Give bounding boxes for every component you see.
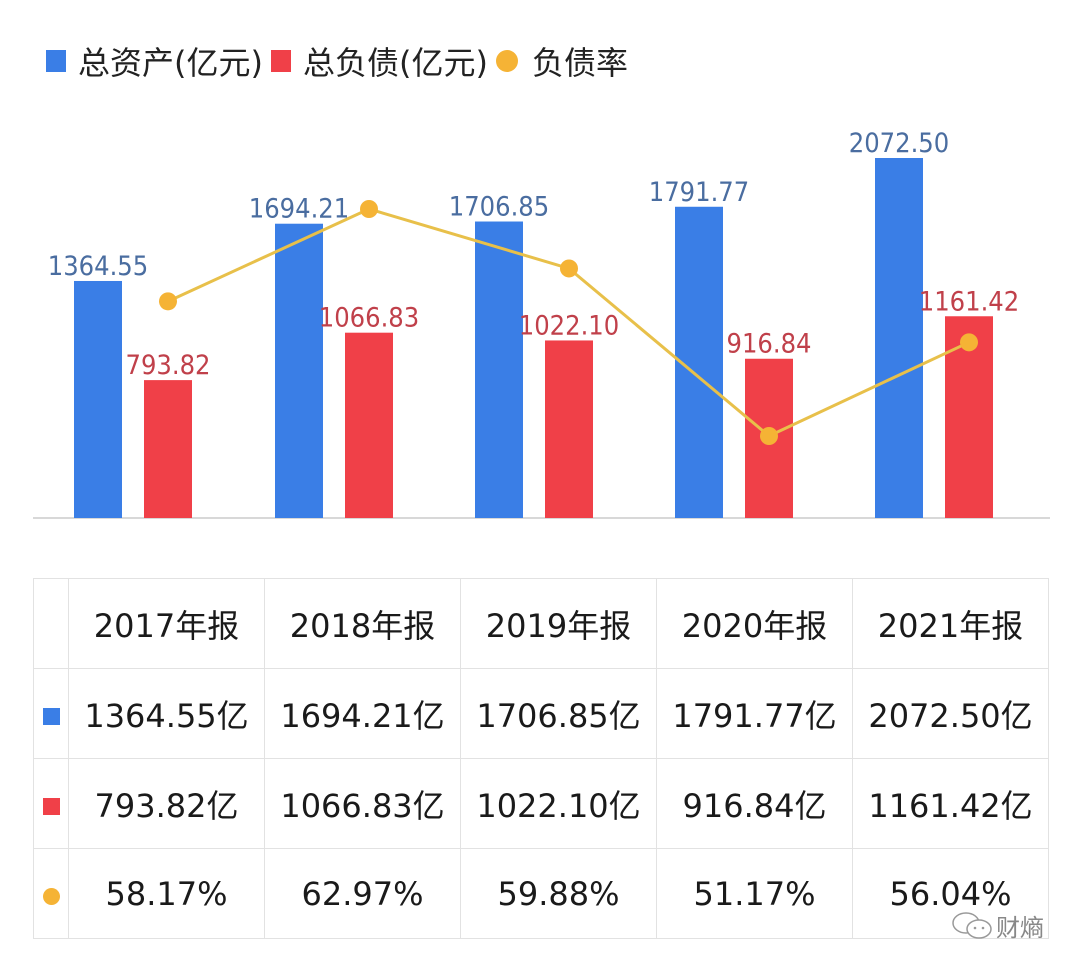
- table-cell: 1022.10亿: [460, 758, 657, 849]
- chart-legend: 总资产(亿元) 总负债(亿元) 负债率: [46, 38, 636, 84]
- table-header: 2020年报: [656, 578, 853, 669]
- legend-item-rate: 负债率: [495, 38, 628, 84]
- data-label-assets: 1706.85: [449, 192, 549, 223]
- rate-point: [760, 427, 778, 445]
- rate-point: [159, 292, 177, 311]
- bar-assets: [875, 158, 923, 518]
- wechat-icon: [952, 911, 992, 939]
- bar-assets: [475, 221, 523, 519]
- table-header-row: 2017年报 2018年报 2019年报 2020年报 2021年报: [33, 578, 1049, 669]
- data-label-liabilities: 1066.83: [319, 303, 419, 334]
- data-label-liabilities: 1161.42: [919, 286, 1019, 317]
- legend-label-rate: 负债率: [531, 44, 628, 82]
- table-header: 2018年报: [264, 578, 461, 669]
- legend-item-assets: 总资产(亿元): [46, 38, 263, 84]
- table-header: 2017年报: [68, 578, 265, 669]
- table-header: 2019年报: [460, 578, 657, 669]
- bar-liabilities: [345, 332, 393, 518]
- bar-line-chart: 1364.55 793.82 1694.21 1066.83 1706.85 1022.1…: [33, 128, 1050, 519]
- rate-point: [960, 333, 978, 352]
- legend-dot-rate: [495, 50, 518, 72]
- table-header: 2021年报: [852, 578, 1049, 669]
- bar-assets: [275, 223, 323, 518]
- table-cell: 62.97%: [264, 848, 461, 939]
- row-marker-cell: [33, 848, 69, 939]
- table-row-liabilities: 793.82亿 1066.83亿 1022.10亿 916.84亿 1161.4…: [33, 758, 1049, 849]
- table-corner: [33, 578, 69, 669]
- data-label-assets: 1791.77: [649, 177, 749, 208]
- table-cell: 2072.50亿: [852, 668, 1049, 759]
- data-label-liabilities: 916.84: [727, 329, 812, 360]
- table-cell: 1364.55亿: [68, 668, 265, 759]
- watermark: 财熵: [948, 908, 1044, 943]
- table-cell: 51.17%: [656, 848, 853, 939]
- table-cell: 916.84亿: [656, 758, 853, 849]
- table-cell: 1161.42亿: [852, 758, 1049, 849]
- bar-liabilities: [545, 340, 593, 518]
- rate-point: [360, 200, 378, 218]
- legend-item-liabilities: 总负债(亿元): [270, 38, 488, 84]
- table-cell: 56.04%: [852, 848, 1049, 939]
- watermark-text: 财熵: [996, 914, 1044, 942]
- table-row-assets: 1364.55亿 1694.21亿 1706.85亿 1791.77亿 2072…: [33, 668, 1049, 759]
- data-table: 2017年报 2018年报 2019年报 2020年报 2021年报 1364.…: [33, 578, 1049, 939]
- rate-marker-icon: [42, 887, 60, 905]
- table-row-rate: 58.17% 62.97% 59.88% 51.17% 56.04%: [33, 848, 1049, 939]
- liabilities-marker-icon: [42, 797, 60, 815]
- row-marker-cell: [33, 668, 69, 759]
- data-label-liabilities: 1022.10: [519, 310, 619, 341]
- row-marker-cell: [33, 758, 69, 849]
- table-cell: 1694.21亿: [264, 668, 461, 759]
- data-label-assets: 1364.55: [48, 251, 148, 282]
- data-label-assets: 1694.21: [249, 194, 349, 225]
- assets-marker-icon: [42, 707, 60, 725]
- legend-label-liabilities: 总负债(亿元): [302, 44, 488, 82]
- table-cell: 1706.85亿: [460, 668, 657, 759]
- table-cell: 1791.77亿: [656, 668, 853, 759]
- legend-label-assets: 总资产(亿元): [78, 44, 263, 82]
- table-cell: 59.88%: [460, 848, 657, 939]
- rate-point: [560, 259, 578, 278]
- bar-assets: [74, 280, 122, 518]
- bar-liabilities: [144, 380, 192, 518]
- table-cell: 1066.83亿: [264, 758, 461, 849]
- table-cell: 58.17%: [68, 848, 265, 939]
- legend-swatch-assets: [46, 50, 66, 72]
- data-label-assets: 2072.50: [849, 128, 949, 159]
- legend-swatch-liabilities: [270, 50, 291, 72]
- table-cell: 793.82亿: [68, 758, 265, 849]
- data-label-liabilities: 793.82: [126, 350, 211, 381]
